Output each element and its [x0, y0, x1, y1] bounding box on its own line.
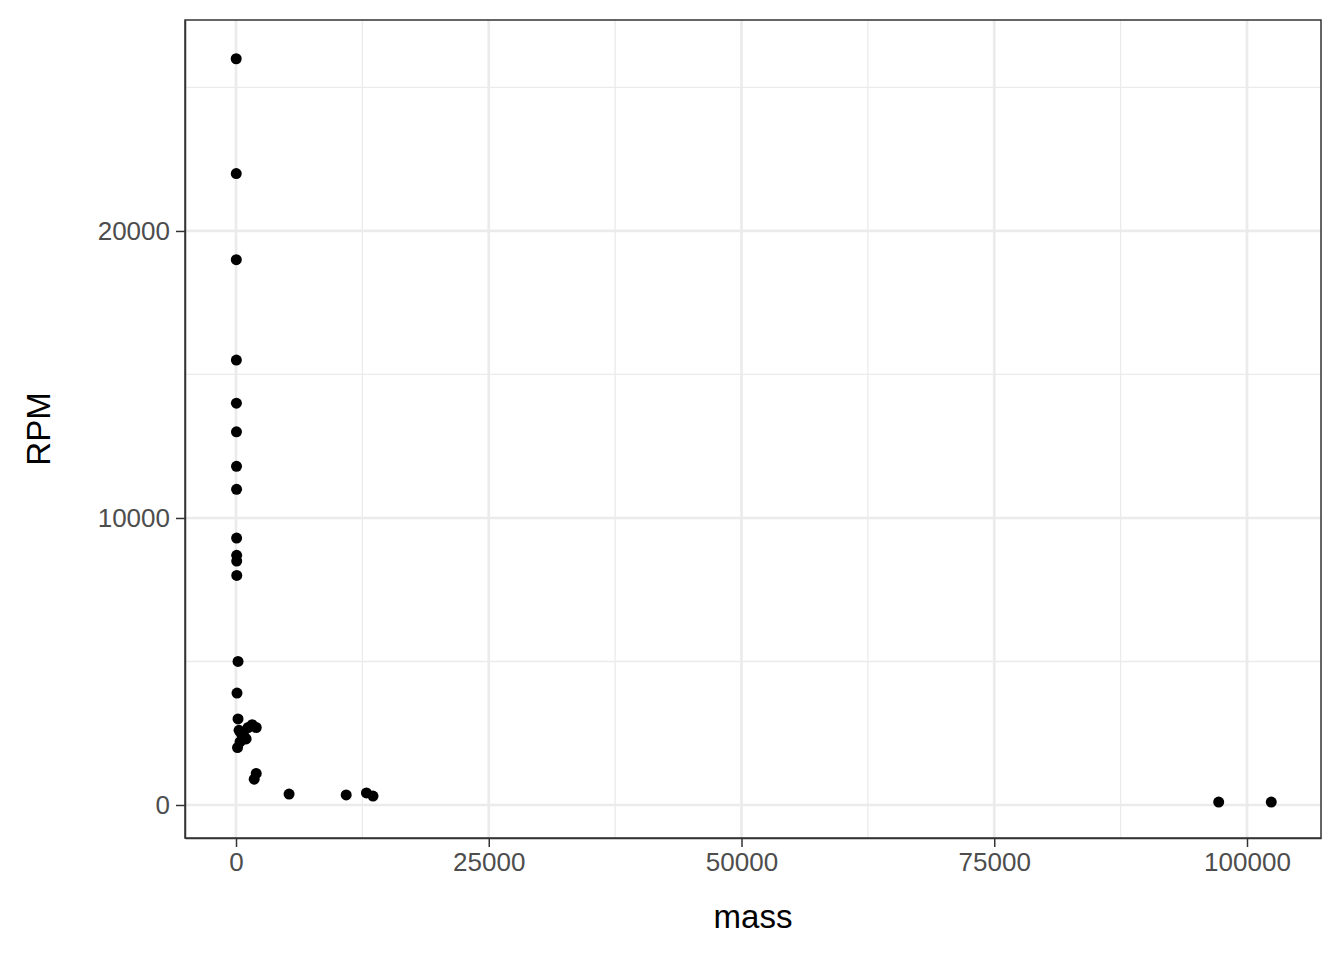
- tick: 50000: [706, 838, 778, 877]
- tick-label: 75000: [959, 847, 1031, 877]
- axis-line: [186, 838, 1322, 840]
- point: [1213, 797, 1224, 808]
- panel-background: [185, 20, 1321, 838]
- tick-mark: [176, 805, 185, 807]
- minor-grid-line: [614, 20, 615, 838]
- tick-mark: [176, 231, 185, 233]
- point: [231, 398, 242, 409]
- tick-mark: [236, 838, 238, 847]
- tick-label: 25000: [453, 847, 525, 877]
- grid-line: [740, 20, 743, 838]
- point: [231, 426, 242, 437]
- point: [284, 789, 295, 800]
- point: [232, 688, 243, 699]
- y-axis-title: RPM: [20, 392, 57, 465]
- grid: [185, 20, 1321, 838]
- axis-line: [185, 21, 187, 839]
- tick-mark: [1247, 838, 1249, 847]
- tick: 10000: [98, 503, 185, 533]
- tick: 100000: [1204, 838, 1291, 877]
- grid-line: [993, 20, 996, 838]
- point: [341, 789, 352, 800]
- y-axis: 0 10000 20000: [98, 21, 186, 839]
- point: [233, 656, 244, 667]
- point: [231, 355, 242, 366]
- chart: 0 25000 50000 75000 100000 0 10000 20000 mass RPM: [0, 0, 1344, 960]
- tick-label: 20000: [98, 216, 170, 246]
- minor-grid-line: [867, 20, 868, 838]
- point: [251, 768, 262, 779]
- panel-border: [185, 20, 1321, 838]
- tick-label: 50000: [706, 847, 778, 877]
- tick-label: 0: [229, 847, 243, 877]
- point: [1266, 797, 1277, 808]
- plot: 0 25000 50000 75000 100000 0 10000 20000: [98, 20, 1322, 877]
- point: [231, 484, 242, 495]
- tick-mark: [489, 838, 491, 847]
- minor-grid-line: [185, 87, 1321, 88]
- tick: 0: [156, 790, 185, 820]
- point: [231, 53, 242, 64]
- minor-grid-line: [362, 20, 363, 838]
- point: [231, 556, 242, 567]
- minor-grid-line: [1120, 20, 1121, 838]
- tick: 20000: [98, 216, 185, 246]
- tick-mark: [741, 838, 743, 847]
- point: [233, 713, 244, 724]
- point: [367, 791, 378, 802]
- point: [231, 533, 242, 544]
- points: [231, 53, 1277, 807]
- tick: 75000: [959, 838, 1031, 877]
- grid-line: [1246, 20, 1249, 838]
- minor-grid-line: [185, 374, 1321, 375]
- grid-line: [487, 20, 490, 838]
- tick-label: 100000: [1204, 847, 1291, 877]
- tick-mark: [994, 838, 996, 847]
- tick: 0: [229, 838, 243, 877]
- point: [231, 461, 242, 472]
- point: [231, 570, 242, 581]
- point: [231, 254, 242, 265]
- minor-grid-line: [185, 661, 1321, 662]
- tick: 25000: [453, 838, 525, 877]
- tick-mark: [176, 518, 185, 520]
- grid-line: [185, 230, 1321, 233]
- x-axis-title: mass: [714, 898, 793, 935]
- point: [239, 733, 250, 744]
- point: [231, 168, 242, 179]
- point: [251, 722, 262, 733]
- tick-label: 0: [156, 790, 170, 820]
- tick-label: 10000: [98, 503, 170, 533]
- grid-line: [185, 517, 1321, 520]
- grid-line: [185, 804, 1321, 807]
- x-axis: 0 25000 50000 75000 100000: [186, 838, 1322, 877]
